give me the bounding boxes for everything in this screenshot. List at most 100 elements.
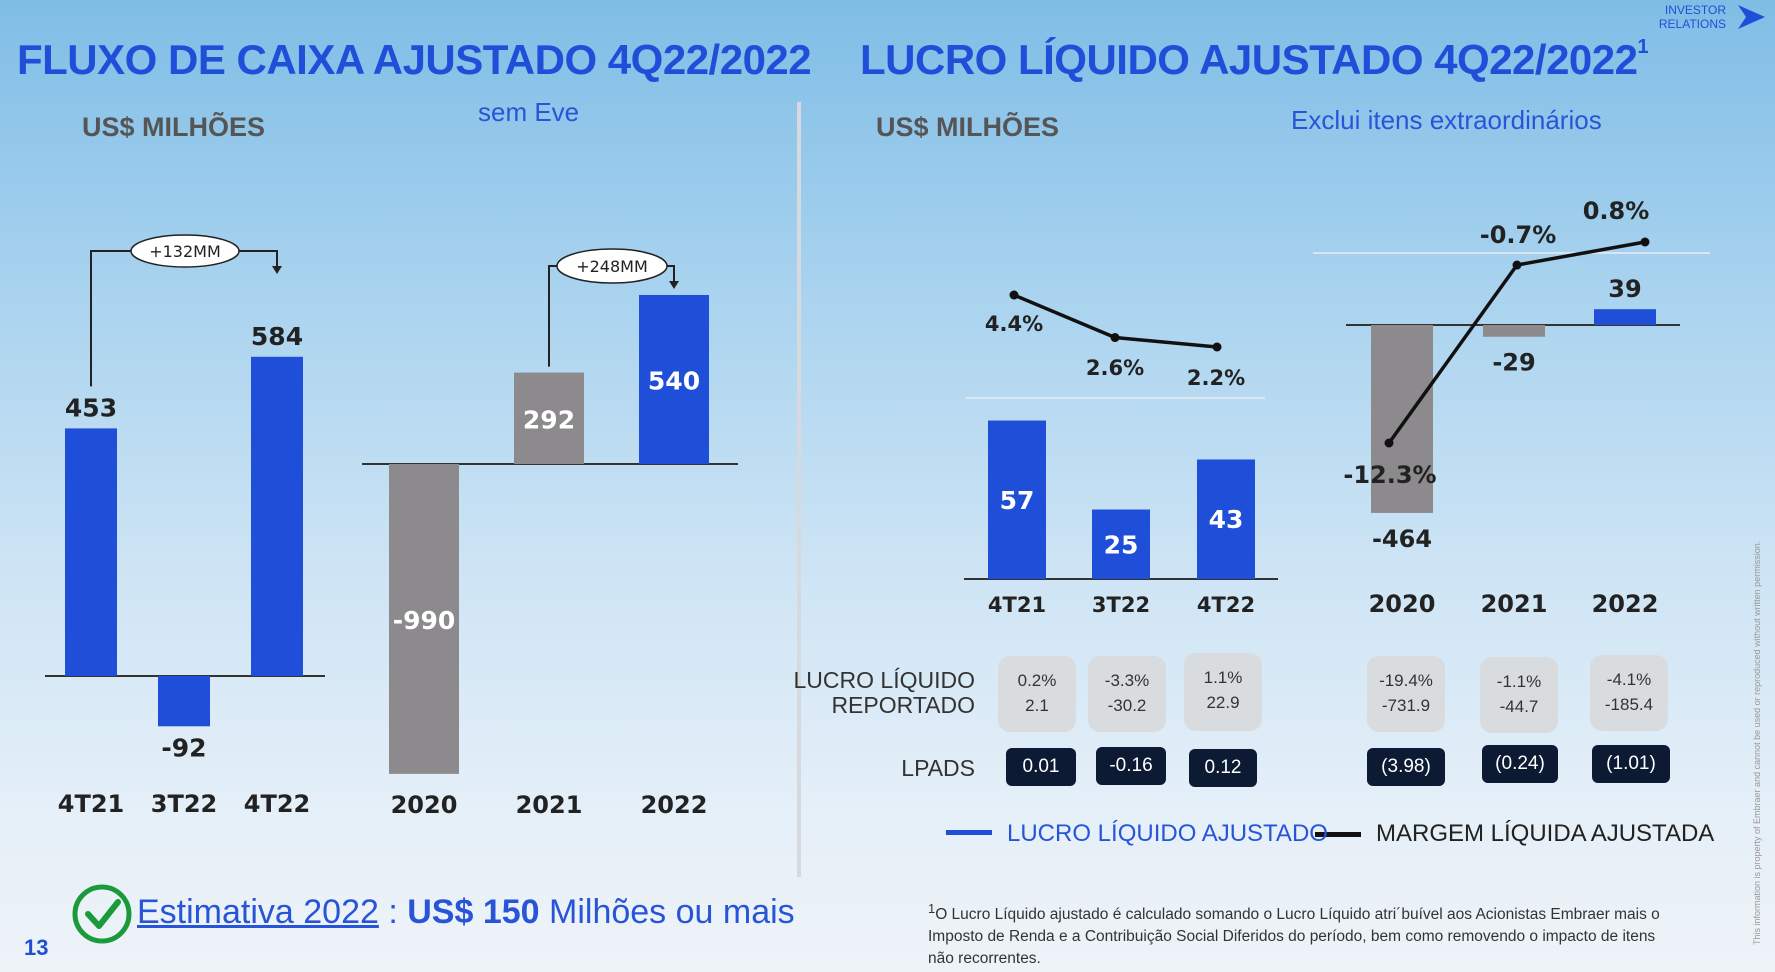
chart4-margin-point [1512, 260, 1522, 270]
chart2-tick-label: 2022 [641, 791, 708, 819]
chart3-bar-4t22 [1197, 459, 1255, 579]
chart4-bar-2021 [1483, 325, 1545, 337]
footnote-sup: 1 [928, 901, 936, 916]
chart2-data-label: -990 [393, 606, 456, 635]
chart1-tick-label: 3T22 [151, 790, 217, 818]
chart1-data-label: 453 [65, 393, 117, 422]
chart3-tick-label: 4T21 [988, 593, 1046, 617]
chart3-tick-label: 4T22 [1197, 593, 1255, 617]
reported-val: -30.2 [1107, 696, 1147, 715]
right-note: Exclui itens extraordinários [1291, 105, 1602, 135]
right-title-sup: 1 [1637, 36, 1649, 58]
chart4-margin-label: 0.8% [1583, 197, 1650, 225]
chart2-annotation-bubble [556, 248, 668, 284]
chart3-margin-label: 2.6% [1086, 356, 1144, 380]
reported-pill-4t21: 0.2% 2.1 [998, 656, 1076, 732]
row-label-eps: LPADS [901, 755, 975, 781]
chart4-data-label: -29 [1492, 349, 1535, 377]
estimate-prefix: Estimativa 2022 [137, 893, 379, 931]
chart4-bar-2022 [1594, 309, 1656, 325]
footnote-text: O Lucro Líquido ajustado é calculado som… [928, 906, 1660, 968]
reported-val: 2.1 [1025, 696, 1049, 715]
eps-2022: (1.01) [1592, 745, 1670, 783]
chart3-margin-label: 2.2% [1187, 366, 1245, 390]
chart1-data-label: 584 [251, 322, 303, 351]
reported-val: -185.4 [1604, 695, 1654, 714]
chart1-annotation: +132MM [149, 242, 221, 261]
eps-2021: (0.24) [1482, 745, 1558, 783]
chart1-bar-4t21 [65, 428, 117, 676]
chart3-bar-4t21 [988, 420, 1046, 579]
reported-pct: 0.2% [1017, 671, 1057, 690]
chart2-tick-label: 2021 [516, 791, 583, 819]
chart1-bracket-arrow [272, 266, 282, 274]
chart1-tick-label: 4T22 [244, 790, 310, 818]
chart2-data-label: 540 [648, 366, 700, 395]
estimate-line: Estimativa 2022 : US$ 150 Milhões ou mai… [137, 893, 795, 932]
chart3-data-label: 43 [1209, 505, 1244, 534]
reported-pill-4t22: 1.1% 22.9 [1184, 653, 1262, 731]
chart3-data-label: 25 [1104, 530, 1139, 559]
investor-relations-logo[interactable]: INVESTOR RELATIONS [1640, 3, 1726, 31]
reported-val: 22.9 [1206, 693, 1240, 712]
section-divider [797, 102, 801, 877]
chart3-tick-label: 3T22 [1092, 593, 1150, 617]
chart4-tick-label: 2020 [1369, 590, 1436, 618]
eps-2020: (3.98) [1367, 748, 1445, 786]
chart1-bar-4t22 [251, 356, 303, 676]
ir-line1: INVESTOR [1664, 3, 1726, 17]
eps-3t22: -0.16 [1096, 747, 1166, 785]
chart2-tick-label: 2020 [391, 791, 458, 819]
chart4-data-label: 39 [1608, 275, 1641, 303]
chart3-margin-point [1212, 342, 1222, 352]
chart2-data-label: 292 [523, 405, 575, 434]
chart1-bracket [90, 250, 278, 387]
chart2-bracket-arrow [669, 281, 679, 289]
ir-line2: RELATIONS [1658, 17, 1726, 31]
right-title: LUCRO LÍQUIDO AJUSTADO 4Q22/20221 [860, 36, 1649, 84]
row-label-reported-line2: REPORTADO [831, 692, 975, 718]
chart4-margin-label: -12.3% [1343, 461, 1436, 489]
chart1-tick-label: 4T21 [58, 790, 124, 818]
right-unit: US$ MILHÕES [876, 112, 1060, 142]
chart2-annotation: +248MM [576, 257, 648, 276]
right-title-text: LUCRO LÍQUIDO AJUSTADO 4Q22/2022 [860, 36, 1638, 83]
legend-bar-label: LUCRO LÍQUIDO AJUSTADO [1007, 820, 1328, 847]
estimate-sep: : [378, 893, 408, 931]
footnote: 1O Lucro Líquido ajustado é calculado so… [928, 898, 1673, 970]
chart3-margin-point [1009, 290, 1019, 300]
chart4-data-label: -464 [1372, 525, 1432, 553]
left-note: sem Eve [478, 97, 580, 127]
chart1-annotation-bubble [130, 234, 240, 268]
row-label-reported: LUCRO LÍQUIDO REPORTADO [790, 668, 975, 718]
chart1-data-label: -92 [161, 733, 206, 762]
estimate-amount: US$ 150 [407, 893, 540, 931]
reported-pill-2021: -1.1% -44.7 [1480, 657, 1558, 733]
chart3-bar-3t22 [1092, 509, 1150, 579]
chart4-margin-point [1384, 438, 1394, 448]
chart4-tick-label: 2021 [1481, 590, 1548, 618]
reported-pct: -1.1% [1496, 672, 1542, 691]
vertical-note: This information is property of Embraer … [1752, 540, 1762, 945]
reported-pill-3t22: -3.3% -30.2 [1088, 656, 1166, 732]
eps-4t21: 0.01 [1006, 748, 1076, 786]
chart3-margin-label: 4.4% [985, 312, 1043, 336]
chart4-bar-2020 [1371, 325, 1433, 513]
chart3-data-label: 57 [1000, 486, 1035, 515]
left-unit: US$ MILHÕES [82, 112, 266, 142]
reported-pct: -19.4% [1379, 671, 1433, 690]
chart4-margin-label: -0.7% [1480, 221, 1557, 249]
chart3-margin-point [1110, 333, 1120, 343]
row-label-reported-line1: LUCRO LÍQUIDO [793, 667, 975, 693]
reported-val: -44.7 [1499, 697, 1539, 716]
legend-line-label: MARGEM LÍQUIDA AJUSTADA [1376, 820, 1715, 847]
estimate-suffix: Milhões ou mais [539, 893, 795, 931]
reported-pill-2020: -19.4% -731.9 [1367, 656, 1445, 732]
reported-pct: -3.3% [1104, 671, 1150, 690]
chart4-margin-point [1640, 237, 1650, 247]
reported-pill-2022: -4.1% -185.4 [1590, 655, 1668, 731]
chart2-bar-2022 [639, 294, 709, 464]
page-number: 13 [24, 935, 49, 960]
chart1-bar-3t22 [158, 676, 210, 727]
